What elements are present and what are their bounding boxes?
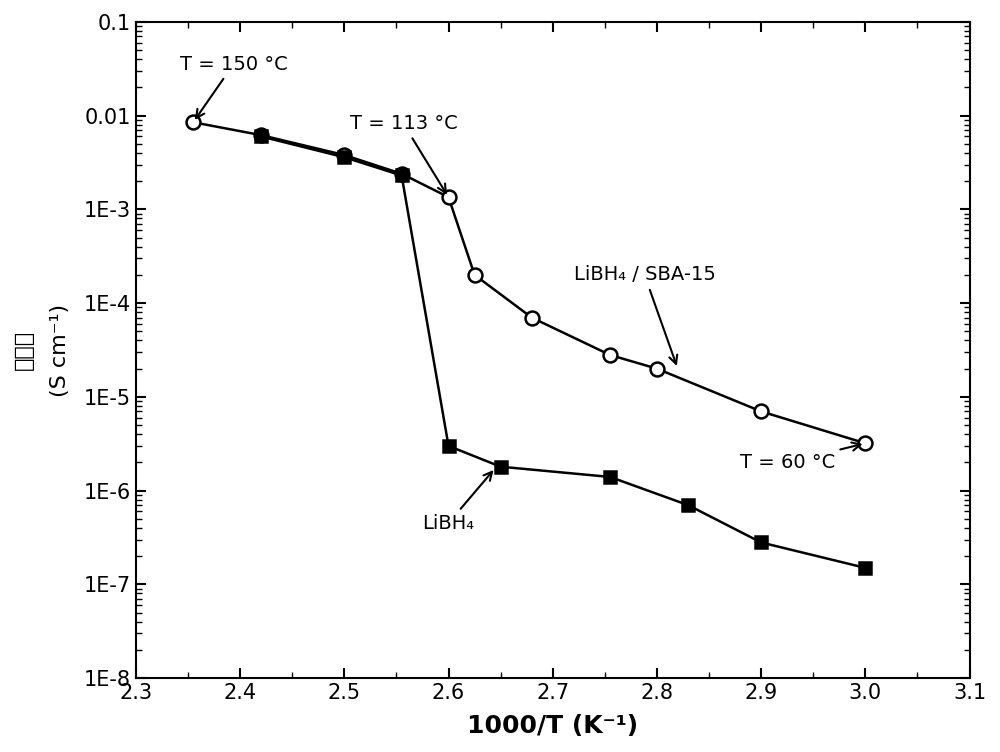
Text: LiBH₄: LiBH₄ — [422, 472, 492, 532]
X-axis label: 1000/T (K⁻¹): 1000/T (K⁻¹) — [467, 714, 638, 738]
Text: T = 60 °C: T = 60 °C — [740, 442, 860, 472]
Text: T = 150 °C: T = 150 °C — [180, 55, 287, 118]
Y-axis label: 电导率
(S cm⁻¹): 电导率 (S cm⁻¹) — [14, 304, 70, 396]
Text: LiBH₄ / SBA-15: LiBH₄ / SBA-15 — [574, 265, 715, 364]
Text: T = 113 °C: T = 113 °C — [350, 114, 457, 193]
